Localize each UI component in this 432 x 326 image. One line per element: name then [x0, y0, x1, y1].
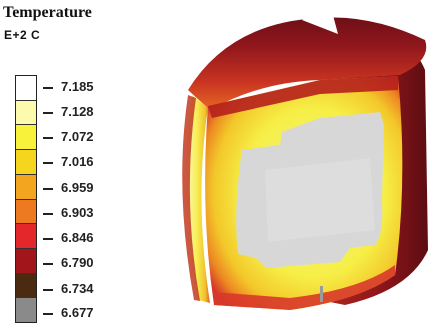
- legend-tick: [43, 313, 53, 315]
- legend-units: E+2 C: [4, 28, 41, 42]
- legend-tick: [43, 137, 53, 139]
- legend-tick: [43, 289, 53, 291]
- legend-value: 6.790: [61, 255, 94, 270]
- model-top-surface: [188, 17, 427, 110]
- model-core-highlight: [265, 158, 375, 242]
- legend-value: 7.016: [61, 154, 94, 169]
- legend-labels: 7.185 7.128 7.072 7.016 6.959 6.903 6.84…: [0, 0, 160, 326]
- legend-tick: [43, 263, 53, 265]
- legend-swatch: [16, 174, 36, 200]
- legend-value: 6.959: [61, 180, 94, 195]
- legend-value: 6.903: [61, 205, 94, 220]
- legend-swatch: [16, 125, 36, 151]
- legend-tick: [43, 87, 53, 89]
- model-front-bottom-band: [214, 265, 395, 310]
- legend-swatch: [16, 100, 36, 126]
- legend-swatch: [16, 298, 36, 323]
- legend-tick: [43, 112, 53, 114]
- legend-tick: [43, 162, 53, 164]
- legend-swatch: [16, 150, 36, 175]
- legend-tick: [43, 188, 53, 190]
- legend-value: 6.677: [61, 305, 94, 320]
- legend-value: 7.128: [61, 104, 94, 119]
- legend-tick: [43, 238, 53, 240]
- legend-value: 7.072: [61, 129, 94, 144]
- temperature-contour-model: [182, 4, 428, 310]
- model-top-notch: [302, 4, 338, 34]
- legend-swatch: [16, 248, 36, 274]
- legend-value: 6.734: [61, 281, 94, 296]
- legend-title: Temperature: [3, 4, 92, 21]
- model-front-top-band: [208, 76, 398, 118]
- model-left-edge: [182, 95, 200, 301]
- legend-swatch: [16, 224, 36, 249]
- legend-tick: [43, 213, 53, 215]
- color-legend-bar: [15, 75, 37, 323]
- legend-value: 7.185: [61, 79, 94, 94]
- legend-swatch: [16, 199, 36, 225]
- model-hotspot: [320, 286, 323, 302]
- legend-swatch: [16, 76, 36, 101]
- legend-swatch: [16, 273, 36, 299]
- legend-value: 6.846: [61, 230, 94, 245]
